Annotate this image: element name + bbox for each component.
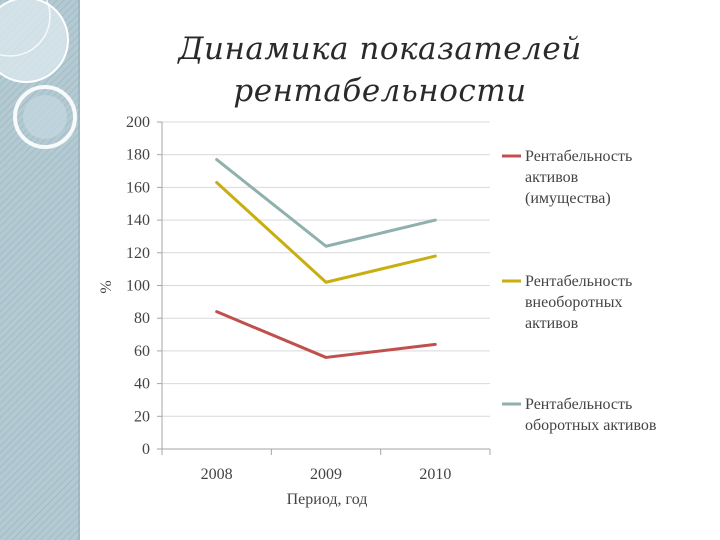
grid-lines [162, 121, 490, 417]
y-tick-label: 40 [134, 376, 150, 393]
legend-label: Рентабельность [525, 148, 632, 165]
y-tick-label: 60 [134, 343, 150, 360]
legend-label: оборотных активов [525, 417, 657, 434]
y-axis-label: % [98, 280, 115, 293]
x-tick-labels: 2008 2009 2010 [201, 466, 452, 483]
slide-title-line-1: Динамика показателей [178, 31, 582, 67]
y-tick-labels: 0 20 40 60 80 100 120 140 160 180 200 [126, 114, 150, 458]
sidebar-decoration [0, 0, 80, 540]
x-tick-label: 2010 [419, 466, 451, 483]
sidebar-circle-ring [0, 0, 51, 57]
series-line-3 [215, 158, 437, 248]
y-tick-label: 100 [126, 278, 150, 295]
sidebar-circle-inner [23, 95, 67, 139]
slide-title-line-2: рентабельности [233, 73, 527, 109]
y-tick-label: 80 [134, 310, 150, 327]
series-lines [215, 158, 437, 359]
legend-label: (имущества) [525, 190, 611, 207]
legend-label: активов [525, 169, 579, 186]
legend-label: активов [525, 315, 579, 332]
y-tick-label: 120 [126, 245, 150, 262]
sidebar-hatch [0, 0, 80, 540]
y-tick-label: 0 [142, 441, 150, 458]
sidebar-circle-large [0, 0, 69, 83]
series-line-2 [215, 180, 437, 284]
y-tick-label: 200 [126, 114, 150, 131]
y-tick-label: 180 [126, 147, 150, 164]
y-tick-label: 160 [126, 179, 150, 196]
axes [157, 121, 491, 455]
x-tick-label: 2009 [310, 466, 342, 483]
y-tick-label: 20 [134, 408, 150, 425]
y-tick-label: 140 [126, 212, 150, 229]
legend: Рентабельность активов (имущества) Рентабел… [502, 148, 657, 434]
legend-label: Рентабельность [525, 396, 632, 413]
x-axis-label: Период, год [287, 491, 368, 508]
series-line-1 [215, 310, 437, 359]
sidebar-circle-small [13, 85, 77, 149]
legend-label: внеоборотных [525, 294, 622, 311]
legend-label: Рентабельность [525, 273, 632, 290]
x-tick-label: 2008 [201, 466, 233, 483]
slide-title: Динамика показателей рентабельности [120, 28, 640, 112]
